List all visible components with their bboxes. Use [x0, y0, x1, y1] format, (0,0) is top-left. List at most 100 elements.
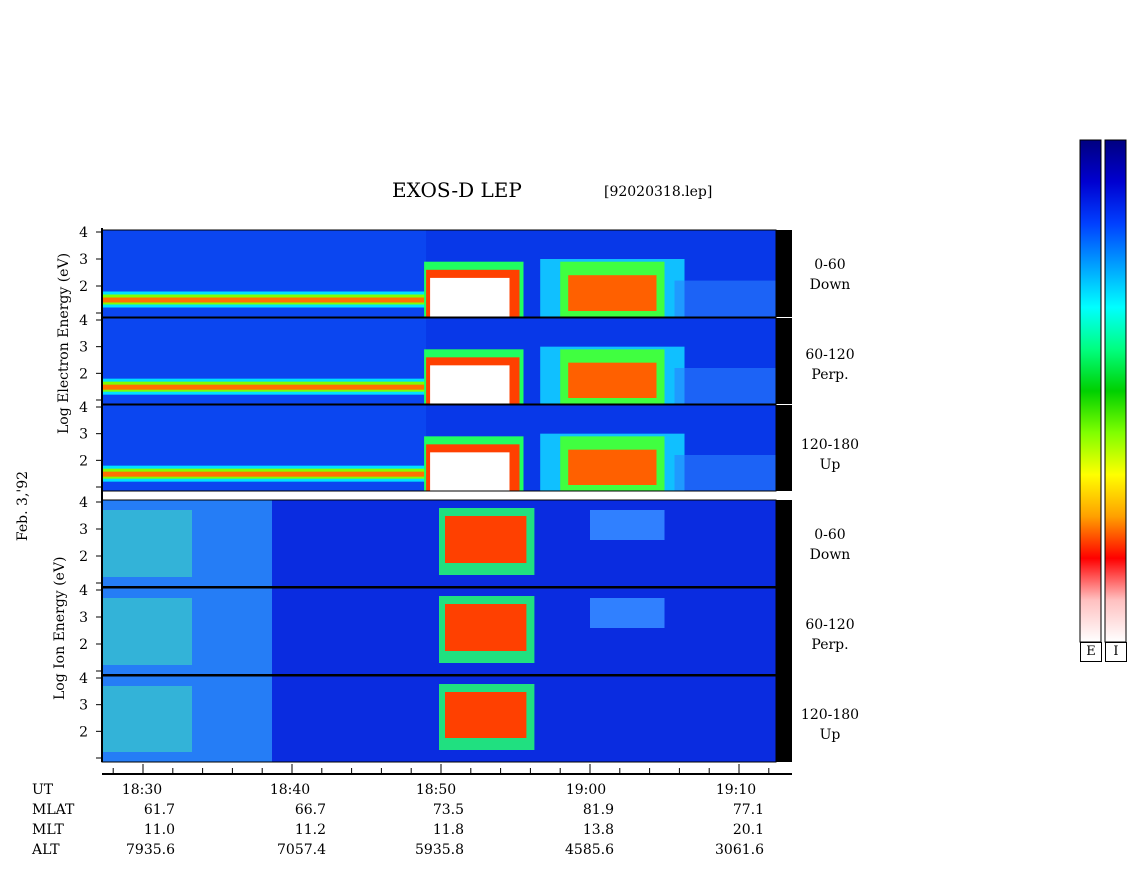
- footer-mlat-5: 77.1: [732, 802, 764, 818]
- burst-core: [430, 452, 510, 491]
- chart-title: EXOS-D LEP: [392, 178, 522, 202]
- footer-col-2: 18:40 66.7 11.2 7057.4: [230, 780, 326, 860]
- footer-mlt-5: 20.1: [732, 822, 764, 838]
- y-tick-label: 4: [79, 495, 88, 511]
- ion-panel-1: [101, 499, 792, 588]
- plasma-band-core: [102, 384, 427, 390]
- y-tick-label: 3: [79, 252, 88, 268]
- footer-col-4: 19:00 81.9 13.8 4585.6: [530, 780, 614, 860]
- ion-left-core: [102, 686, 192, 752]
- footer-label-alt: ALT: [32, 842, 60, 858]
- footer-ut-4: 19:00: [565, 782, 607, 798]
- y-tick-label: 4: [79, 400, 88, 416]
- ion-ylabel: Log Ion Energy (eV): [52, 556, 68, 700]
- footer-label-mlat: MLAT: [32, 802, 75, 818]
- y-tick-label: 4: [79, 671, 88, 687]
- axes: 2 3 4 2 3 4 2 3 4 2 3 4 2 3 4 2 3 4: [79, 225, 792, 775]
- footer-ut-5: 19:10: [715, 782, 757, 798]
- footer-mlt-2: 11.2: [294, 822, 326, 838]
- colorbar-strip-i: [1104, 139, 1127, 643]
- y-tick-label: 3: [79, 427, 88, 443]
- footer-ut-1: 18:30: [121, 782, 163, 798]
- footer-alt-1: 7935.6: [126, 842, 175, 858]
- footer-alt-4: 4585.6: [565, 842, 614, 858]
- panel-gap: [776, 405, 792, 491]
- panel-label-i3-line1: 120-180: [800, 707, 860, 723]
- y-tick-label: 4: [79, 583, 88, 599]
- electron-panel-1: [101, 229, 792, 318]
- panel-gap: [776, 230, 792, 317]
- electron-panel-2: [101, 317, 792, 405]
- ion-panel-3: [101, 675, 792, 763]
- panel-label-i1-line2: Down: [809, 547, 851, 563]
- panel-gap: [776, 500, 792, 587]
- panel-label-e2-line2: Perp.: [811, 367, 849, 383]
- y-tick-label: 4: [79, 313, 88, 329]
- colorbar-label-e: E: [1080, 642, 1102, 662]
- panel-label-e1: 0-60 Down: [790, 255, 870, 295]
- electron-panel-3: [101, 404, 792, 492]
- burst-core: [430, 365, 510, 404]
- footer-mlt-4: 13.8: [582, 822, 614, 838]
- panel-label-i2: 60-120 Perp.: [790, 615, 870, 655]
- tail-faint: [674, 280, 776, 317]
- weak-patch: [590, 510, 665, 540]
- footer-alt-2: 7057.4: [277, 842, 326, 858]
- footer-ut-3: 18:50: [415, 782, 457, 798]
- footer-row-labels: UT MLAT MLT ALT: [32, 780, 74, 860]
- plasma-band-core: [102, 297, 427, 303]
- footer-mlat-3: 73.5: [432, 802, 464, 818]
- y-tick-label: 3: [79, 340, 88, 356]
- panel-label-i3-line2: Up: [819, 727, 841, 743]
- panel-label-i1: 0-60 Down: [790, 525, 870, 565]
- footer-mlat-4: 81.9: [582, 802, 614, 818]
- dispersion-core: [445, 604, 527, 651]
- footer-ut-2: 18:40: [269, 782, 311, 798]
- panel-gap: [776, 588, 792, 675]
- y-tick-label: 2: [79, 637, 88, 653]
- panel-label-e2-line1: 60-120: [805, 347, 855, 363]
- date-label: Feb. 3,'92: [15, 470, 31, 542]
- footer-mlat-2: 66.7: [294, 802, 326, 818]
- colorbar-label-i: I: [1105, 642, 1127, 662]
- footer-label-mlt: MLT: [32, 822, 64, 838]
- footer-label-ut: UT: [32, 782, 54, 798]
- panel-label-e1-line1: 0-60: [814, 257, 846, 273]
- colorbar-strip-e: [1079, 139, 1102, 643]
- tail-faint: [674, 368, 776, 404]
- footer-mlt-3: 11.8: [432, 822, 464, 838]
- ion-panel-2: [101, 587, 792, 676]
- weak-patch: [590, 598, 665, 628]
- burst-core: [430, 277, 510, 317]
- footer-mlt-1: 11.0: [143, 822, 175, 838]
- footer-mlat-1: 61.7: [143, 802, 175, 818]
- y-tick-label: 3: [79, 610, 88, 626]
- footer-col-3: 18:50 73.5 11.8 5935.8: [380, 780, 464, 860]
- y-tick-label: 2: [79, 549, 88, 565]
- file-name: [92020318.lep]: [604, 184, 713, 200]
- footer-col-5: 19:10 77.1 20.1 3061.6: [680, 780, 764, 860]
- y-tick-label: 2: [79, 724, 88, 740]
- panel-gap: [776, 318, 792, 404]
- y-tick-label: 2: [79, 366, 88, 382]
- electron-ylabel: Log Electron Energy (eV): [56, 252, 72, 434]
- tail-faint: [674, 455, 776, 491]
- y-tick-label: 2: [79, 453, 88, 469]
- ion-left-core: [102, 510, 192, 577]
- y-tick-label: 4: [79, 225, 88, 241]
- panel-label-e3: 120-180 Up: [790, 435, 870, 475]
- y-tick-label: 3: [79, 522, 88, 538]
- patch-core: [568, 362, 657, 398]
- panel-label-e3-line1: 120-180: [800, 437, 860, 453]
- panel-label-e2: 60-120 Perp.: [790, 345, 870, 385]
- panel-gap: [776, 676, 792, 762]
- plasma-band-core: [102, 471, 427, 477]
- y-tick-label: 2: [79, 279, 88, 295]
- panel-label-e1-line2: Down: [809, 277, 851, 293]
- footer-alt-3: 5935.8: [415, 842, 464, 858]
- spectrogram-panels: [101, 229, 792, 763]
- panel-label-i2-line2: Perp.: [811, 637, 849, 653]
- panel-label-i3: 120-180 Up: [790, 705, 870, 745]
- dispersion-core: [445, 516, 527, 563]
